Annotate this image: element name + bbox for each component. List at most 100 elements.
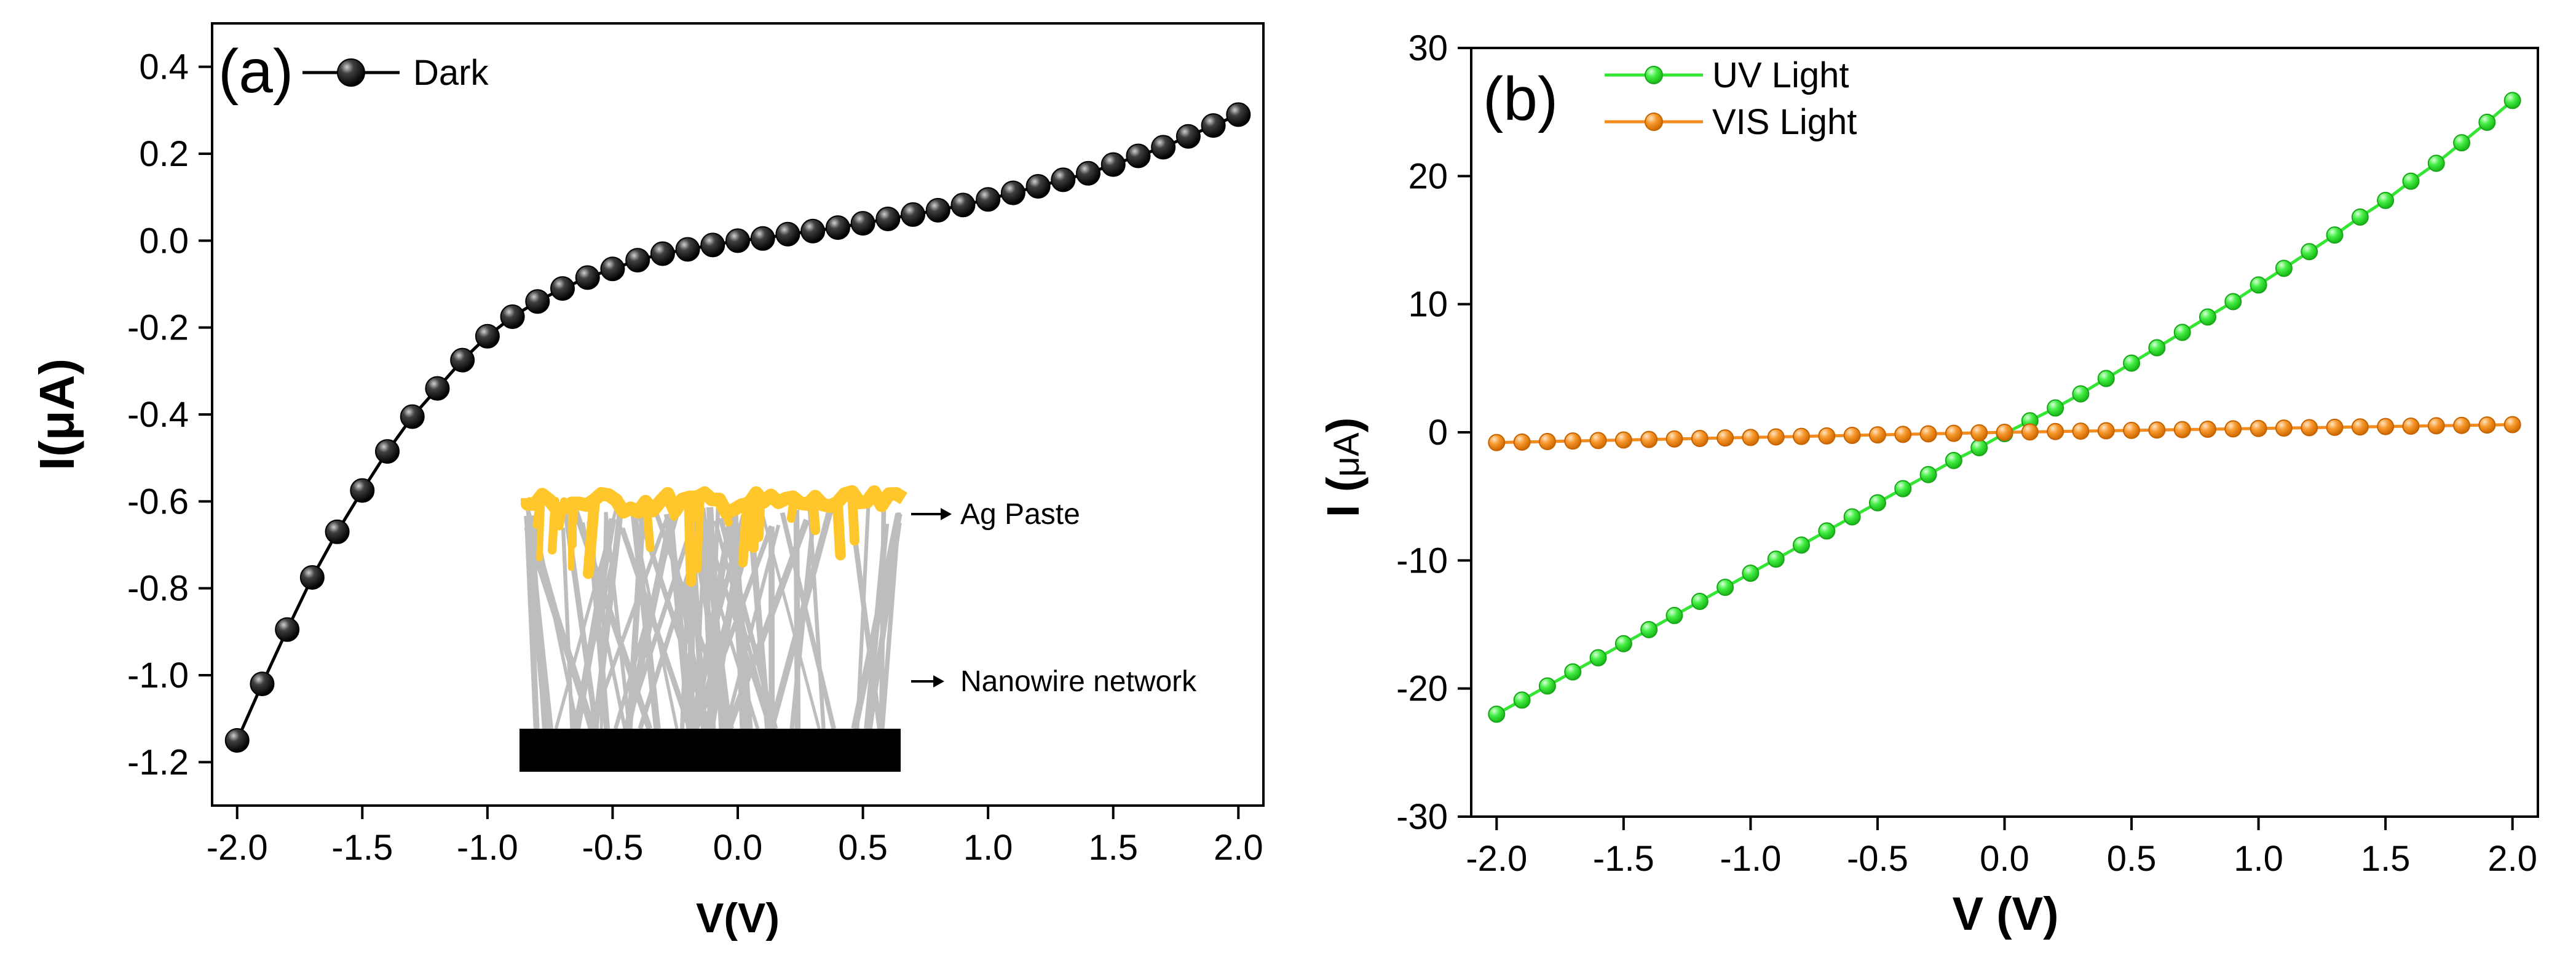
data-point-vis [2377, 419, 2393, 435]
data-point-vis [1514, 434, 1530, 450]
data-point-dark [425, 377, 449, 400]
substrate [520, 729, 901, 772]
data-point-vis [1488, 435, 1504, 451]
ag-paste-arrowhead [941, 508, 952, 520]
data-point-vis [1844, 427, 1860, 443]
chart-a-y-tick-label: 0.2 [139, 134, 189, 174]
data-point-vis [2352, 419, 2368, 435]
ag-paste-drip [571, 501, 572, 568]
data-point-uv [1971, 440, 1987, 456]
legend-label-uv: UV Light [1712, 55, 1849, 95]
data-point-dark [701, 233, 724, 256]
data-point-dark [1202, 114, 1225, 137]
legend-marker-vis [1645, 113, 1662, 130]
data-point-uv [1539, 678, 1555, 694]
chart-b-y-tick-label: -10 [1396, 541, 1448, 581]
data-point-dark [651, 242, 674, 266]
data-point-vis [1793, 429, 1809, 445]
data-point-uv [1692, 593, 1708, 609]
data-point-vis [2072, 423, 2088, 439]
data-point-dark [1126, 145, 1150, 168]
chart-b-x-tick-label: -1.5 [1593, 839, 1654, 879]
data-point-vis [2327, 419, 2343, 435]
chart-b-x-tick-label: 0.5 [2107, 839, 2157, 879]
data-point-dark [1027, 175, 1050, 198]
chart-b-x-tick-label: 1.0 [2234, 839, 2283, 879]
chart-a-x-tick-label: -2.0 [207, 828, 268, 868]
data-point-uv [2377, 192, 2393, 208]
chart-a-y-tick-label: -0.4 [127, 395, 189, 435]
y-axis-label-a: I(μA) [30, 359, 84, 470]
chart-b-x-tick-label: -0.5 [1847, 839, 1908, 879]
x-axis-label-b: V (V) [1952, 888, 2058, 940]
data-point-uv [2175, 325, 2191, 341]
data-point-dark [1051, 168, 1075, 191]
data-point-uv [2149, 340, 2165, 356]
data-point-vis [1819, 428, 1835, 444]
y-axis-label-b-close: ) [1318, 418, 1369, 433]
data-point-dark [451, 349, 474, 372]
data-point-vis [1565, 433, 1581, 449]
chart-a-x-tick-label: 1.5 [1088, 828, 1138, 868]
data-point-uv [2403, 173, 2419, 189]
inset-label-nanowire-network: Nanowire network [960, 665, 1197, 698]
data-point-dark [350, 479, 374, 502]
data-point-uv [1590, 650, 1606, 666]
chart-a-x-tick-label: 0.0 [713, 828, 763, 868]
data-point-vis [2276, 420, 2292, 436]
data-point-vis [1870, 427, 1886, 443]
data-point-vis [2047, 424, 2063, 440]
data-point-vis [2479, 417, 2495, 433]
data-point-dark [601, 257, 624, 280]
ag-paste-drip [588, 501, 595, 574]
chart-b-y-tick-label: 0 [1428, 413, 1448, 453]
data-point-uv [1946, 453, 1962, 469]
chart-a-y-tick-label: 0.4 [139, 47, 189, 87]
chart-a-y-tick-label: -0.8 [127, 569, 189, 609]
data-point-vis [1971, 425, 1987, 441]
ag-paste-drip [791, 501, 794, 518]
data-point-dark [376, 440, 399, 463]
data-point-dark [476, 325, 499, 348]
chart-a-x-tick-label: 1.0 [963, 828, 1013, 868]
data-point-vis [1742, 429, 1758, 445]
chart-b-y-tick-label: -30 [1396, 797, 1448, 837]
chart-b-x-tick-label: -2.0 [1466, 839, 1527, 879]
data-point-uv [2352, 209, 2368, 225]
chart-a-x-tick-label: -1.0 [457, 828, 518, 868]
y-axis-label-b-unit: μA [1327, 432, 1367, 477]
ag-paste-drip [837, 501, 840, 555]
data-point-uv [2276, 260, 2292, 276]
data-point-vis [2022, 424, 2038, 440]
data-point-vis [1997, 424, 2013, 440]
data-point-dark [726, 229, 749, 252]
ag-paste-drip [646, 501, 650, 548]
ag-paste-drip [552, 501, 555, 550]
data-point-dark [851, 212, 875, 235]
chart-b-y-tick-label: 10 [1408, 285, 1448, 325]
data-point-vis [2175, 422, 2191, 438]
data-point-vis [1666, 431, 1682, 447]
data-point-dark [1152, 135, 1175, 159]
chart-a-x-tick-label: 0.5 [838, 828, 888, 868]
data-point-dark [326, 520, 349, 544]
legend-a: Dark [302, 53, 489, 93]
data-point-vis [2200, 421, 2216, 437]
panel-label-a: (a) [218, 37, 293, 106]
data-point-uv [1895, 481, 1911, 497]
chart-b-x-tick-label: -1.0 [1720, 839, 1781, 879]
data-point-dark [250, 672, 274, 696]
data-point-dark [1002, 181, 1025, 205]
data-point-dark [901, 203, 925, 226]
data-point-uv [1514, 692, 1530, 708]
data-point-uv [1819, 523, 1835, 539]
data-point-dark [976, 188, 1000, 211]
data-point-vis [1895, 426, 1911, 442]
data-point-uv [1666, 608, 1682, 624]
chart-a-y-tick-label: -0.2 [127, 308, 189, 348]
ag-paste-drip [743, 501, 747, 563]
